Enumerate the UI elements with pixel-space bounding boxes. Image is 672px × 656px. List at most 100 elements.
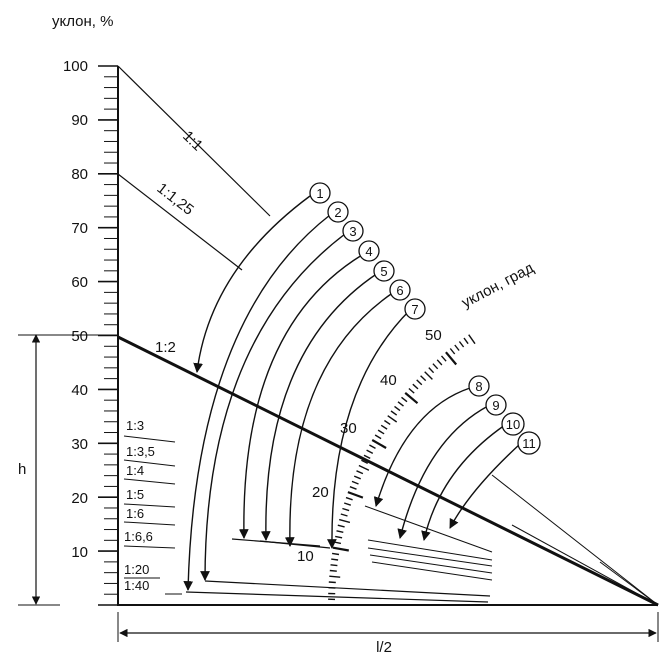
degree-tick <box>440 355 447 362</box>
svg-text:9: 9 <box>492 398 499 413</box>
degree-tick <box>424 371 433 380</box>
callout-1: 1 <box>309 182 331 204</box>
degree-tick <box>336 530 344 533</box>
degree-tick <box>351 480 359 485</box>
degree-tick <box>380 424 388 430</box>
degree-tick <box>331 558 339 561</box>
degree-tick <box>345 496 353 501</box>
y-tick-40: 40 <box>71 382 88 399</box>
slope-line-1-2 <box>117 335 659 607</box>
degree-tick <box>468 334 476 345</box>
callout-3: 3 <box>342 220 364 242</box>
degree-tick <box>445 351 458 366</box>
degree-tick <box>374 434 382 440</box>
svg-text:10: 10 <box>506 417 520 432</box>
half-span-label: l/2 <box>376 639 392 656</box>
degree-tick <box>337 524 345 528</box>
ratio-label-1-1: 1:1 <box>179 128 206 155</box>
degree-scale-title: уклон, град <box>459 259 537 311</box>
degree-scale-labels: 10 20 30 40 50 <box>297 327 442 565</box>
y-tick-100: 100 <box>63 58 88 75</box>
y-tick-80: 80 <box>71 166 88 183</box>
degree-tick <box>340 513 348 517</box>
degree-tick <box>463 337 469 345</box>
degree-label-10: 10 <box>297 548 314 565</box>
degree-tick <box>449 348 456 355</box>
degree-tick <box>384 419 391 425</box>
callout-8: 8 <box>468 375 490 397</box>
degree-tick <box>371 439 387 449</box>
degree-tick <box>408 387 415 394</box>
degree-tick <box>458 341 465 348</box>
y-tick-10: 10 <box>71 544 88 561</box>
small-ratio-group: 1:3 1:3,5 1:4 1:5 1:6 1:6,6 1:20 1:40 <box>123 418 176 593</box>
height-dimension: h <box>18 334 118 606</box>
svg-text:6: 6 <box>396 283 403 298</box>
svg-text:2: 2 <box>334 205 341 220</box>
degree-tick <box>436 359 443 366</box>
degree-label-20: 20 <box>312 484 329 501</box>
degree-tick <box>404 392 419 405</box>
degree-tick <box>390 410 398 416</box>
degree-tick <box>339 518 351 524</box>
callout-9: 9 <box>485 394 507 416</box>
ratio-label-1-20: 1:20 <box>124 562 149 577</box>
slope-line-1-1 <box>117 65 271 217</box>
degree-tick <box>331 552 340 556</box>
y-tick-30: 30 <box>71 436 88 453</box>
ratio-label-1-2: 1:2 <box>155 339 176 356</box>
target-lines <box>165 505 493 603</box>
degree-tick <box>349 486 357 490</box>
y-tick-20: 20 <box>71 490 88 507</box>
svg-text:4: 4 <box>365 244 372 259</box>
degree-tick <box>347 491 364 499</box>
degree-tick <box>377 429 385 435</box>
y-tick-90: 90 <box>71 112 88 129</box>
height-label: h <box>18 461 26 478</box>
degree-tick <box>369 444 376 450</box>
ratio-label-1-4: 1:4 <box>126 463 144 478</box>
degree-tick <box>358 464 370 471</box>
degree-tick <box>328 581 336 584</box>
ratio-label-1-5: 1:5 <box>126 487 144 502</box>
degree-tick <box>333 541 342 545</box>
callout-2: 2 <box>327 201 349 223</box>
degree-tick <box>353 475 361 480</box>
svg-text:7: 7 <box>411 302 418 317</box>
degree-tick <box>394 405 401 412</box>
degree-tick <box>420 375 427 382</box>
degree-tick <box>329 575 341 578</box>
y-tick-70: 70 <box>71 220 88 237</box>
y-tick-60: 60 <box>71 274 88 291</box>
degree-tick <box>363 454 371 460</box>
svg-text:3: 3 <box>349 224 356 239</box>
callout-circles: 1 2 3 4 5 6 7 8 9 10 11 <box>309 182 541 455</box>
degree-tick <box>330 564 338 567</box>
percent-axis-labels: 10 20 30 40 50 60 70 80 90 100 <box>63 58 88 561</box>
callout-11: 11 <box>517 431 541 455</box>
degree-tick <box>387 415 398 423</box>
span-dimension: l/2 <box>117 612 659 656</box>
slope-line-1-125 <box>117 173 243 271</box>
ratio-label-1-6: 1:6 <box>126 506 144 521</box>
slope-lines-shallow <box>491 474 659 606</box>
degree-label-30: 30 <box>340 420 357 437</box>
svg-text:5: 5 <box>380 264 387 279</box>
svg-text:11: 11 <box>522 436 536 451</box>
svg-text:8: 8 <box>475 379 482 394</box>
svg-text:1: 1 <box>316 186 323 201</box>
degree-tick <box>361 459 369 465</box>
callout-6: 6 <box>389 279 411 301</box>
degree-tick <box>343 502 352 506</box>
degree-tick <box>397 401 404 407</box>
callout-5: 5 <box>373 260 395 282</box>
ratio-label-1-3: 1:3 <box>126 418 144 433</box>
degree-tick <box>332 546 349 552</box>
degree-tick <box>356 470 364 475</box>
callout-10: 10 <box>501 412 525 436</box>
degree-label-50: 50 <box>425 327 442 344</box>
degree-tick <box>342 507 350 512</box>
degree-tick <box>335 535 343 539</box>
